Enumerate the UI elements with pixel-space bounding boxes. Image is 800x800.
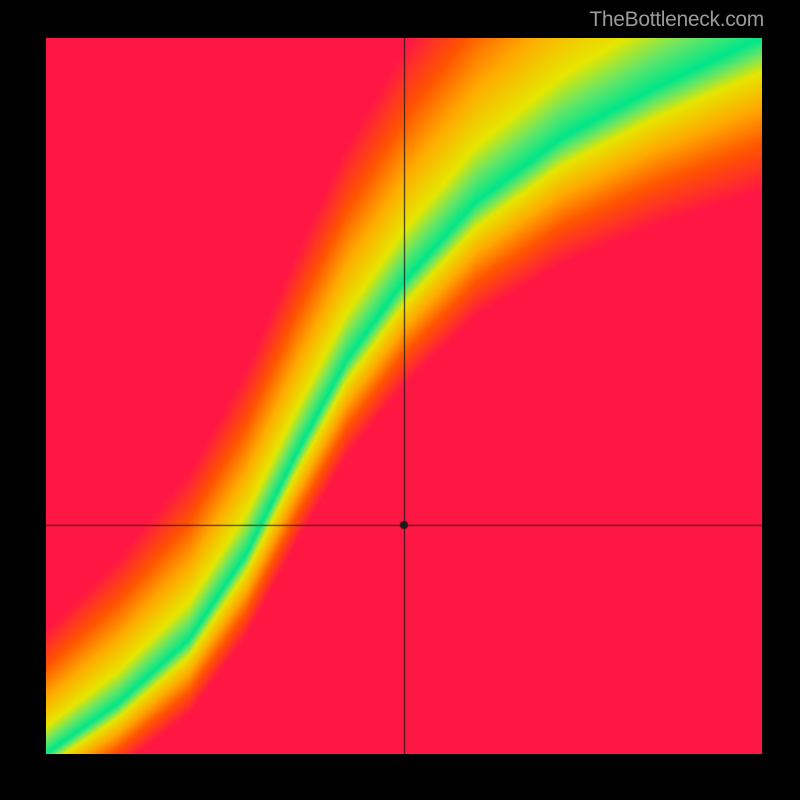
- bottleneck-heatmap: [46, 38, 762, 754]
- watermark-text: TheBottleneck.com: [589, 8, 764, 32]
- chart-container: TheBottleneck.com: [0, 0, 800, 800]
